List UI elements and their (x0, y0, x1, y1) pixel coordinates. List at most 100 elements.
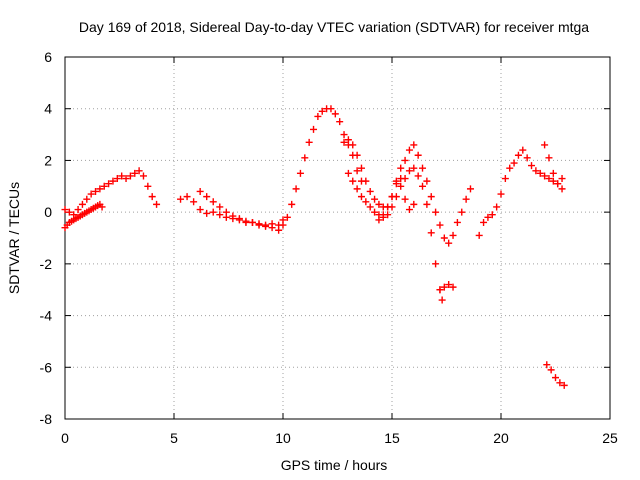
data-point (242, 217, 250, 225)
data-point (419, 164, 427, 172)
data-point (440, 283, 448, 291)
y-tick-label: 6 (44, 49, 52, 65)
data-point (423, 200, 431, 208)
x-tick-label: 5 (170, 430, 178, 446)
data-point (203, 193, 211, 201)
data-point (497, 190, 505, 198)
data-point (283, 213, 291, 221)
data-point (148, 193, 156, 201)
data-point (423, 177, 431, 185)
data-point (353, 185, 361, 193)
data-point (255, 220, 263, 228)
data-point (397, 175, 405, 183)
data-point (466, 185, 474, 193)
x-tick-label: 0 (61, 430, 69, 446)
data-point (480, 218, 488, 226)
data-point (301, 154, 309, 162)
data-point (427, 193, 435, 201)
y-tick-label: 2 (44, 152, 52, 168)
data-point (353, 167, 361, 175)
data-point (118, 172, 126, 180)
data-point (216, 211, 224, 219)
series-segment-9 (475, 146, 566, 239)
data-point (549, 177, 557, 185)
data-point (366, 203, 374, 211)
data-point (229, 212, 237, 220)
data-point (401, 156, 409, 164)
data-point (268, 220, 276, 228)
data-point (344, 136, 352, 144)
data-point (462, 195, 470, 203)
data-point (126, 172, 134, 180)
data-point (144, 182, 152, 190)
data-point (514, 151, 522, 159)
chart-title: Day 169 of 2018, Sidereal Day-to-day VTE… (79, 19, 589, 35)
data-point (552, 374, 559, 382)
data-point (153, 200, 161, 208)
data-point (96, 185, 104, 193)
data-point (314, 112, 322, 120)
data-point (177, 195, 185, 203)
data-point (379, 211, 387, 219)
data-point (436, 286, 444, 294)
series-segment-4 (196, 187, 287, 229)
x-axis-label: GPS time / hours (281, 457, 388, 473)
x-tick-label: 25 (602, 430, 618, 446)
y-tick-label: -2 (40, 256, 53, 272)
data-point (209, 208, 217, 216)
data-point (449, 231, 457, 239)
data-point (296, 169, 304, 177)
data-point (87, 190, 95, 198)
data-point (549, 169, 557, 177)
x-tick-label: 20 (493, 430, 509, 446)
data-point (547, 366, 555, 374)
grid-lines (65, 57, 610, 419)
data-point (432, 260, 440, 268)
data-point (183, 193, 191, 201)
data-point (445, 281, 453, 289)
series-segment-10 (541, 141, 566, 193)
y-tick-label: 4 (44, 101, 52, 117)
data-point (336, 118, 344, 126)
data-point (541, 172, 549, 180)
y-tick-label: 0 (44, 204, 52, 220)
data-point (405, 167, 413, 175)
data-point (222, 208, 230, 216)
data-point (349, 177, 357, 185)
data-points (61, 105, 568, 389)
data-point (414, 151, 422, 159)
data-point (545, 175, 553, 183)
data-point (92, 187, 100, 195)
data-point (438, 296, 446, 304)
data-point (475, 231, 483, 239)
data-point (410, 164, 418, 172)
data-point (397, 182, 405, 190)
data-point (401, 195, 409, 203)
data-point (135, 167, 143, 175)
data-point (113, 175, 121, 183)
data-point (414, 172, 422, 180)
data-point (449, 283, 457, 291)
data-point (196, 187, 204, 195)
series-segment-5 (340, 136, 474, 247)
data-point (510, 159, 518, 167)
data-point (371, 195, 379, 203)
data-point (405, 206, 413, 214)
data-point (392, 180, 400, 188)
data-point (371, 208, 379, 216)
data-point (349, 141, 357, 149)
series-segment-1 (61, 200, 106, 232)
data-point (388, 193, 396, 201)
data-point (384, 203, 392, 211)
data-point (397, 164, 405, 172)
data-point (558, 175, 566, 183)
x-tick-label: 15 (384, 430, 400, 446)
data-point (61, 206, 69, 214)
data-point (556, 379, 564, 387)
data-point (536, 169, 544, 177)
data-point (275, 221, 283, 229)
data-point (344, 169, 352, 177)
data-point (558, 185, 566, 193)
data-point (432, 208, 440, 216)
